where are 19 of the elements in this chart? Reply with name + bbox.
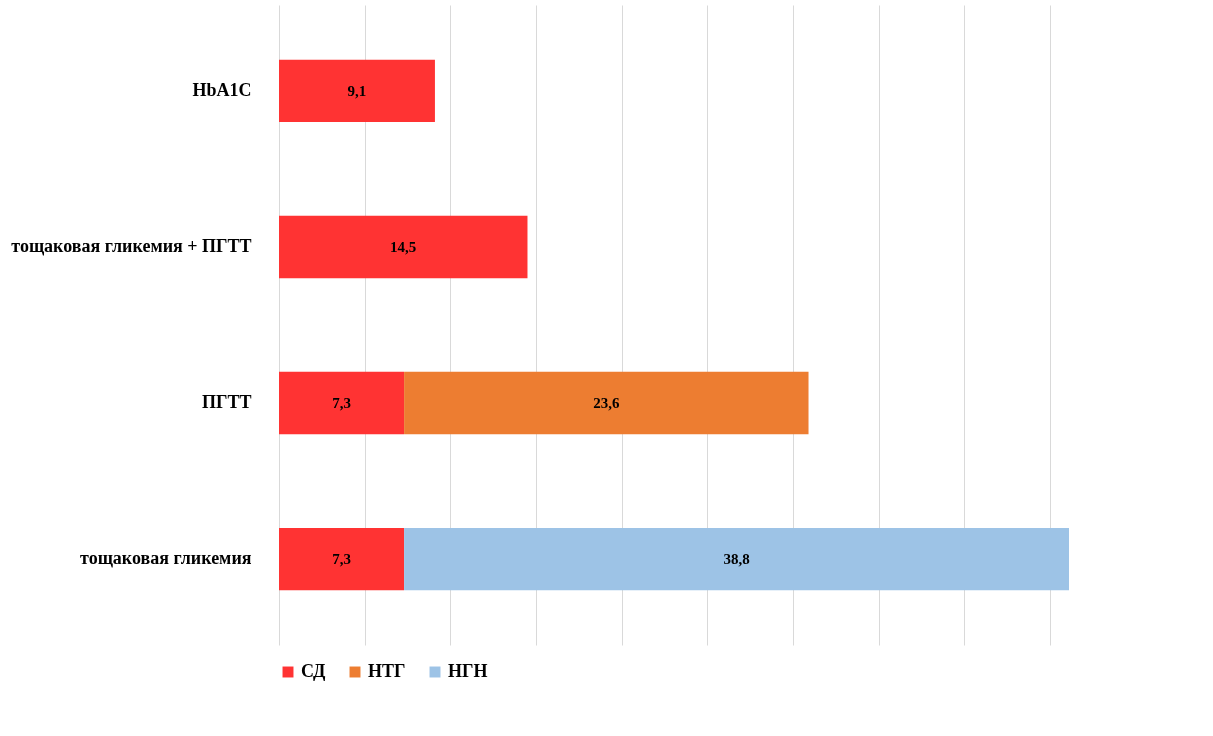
y-tick-label: ПГТТ xyxy=(202,392,252,413)
legend-label: СД xyxy=(301,661,327,681)
bar xyxy=(279,371,405,435)
bar xyxy=(404,371,809,435)
data-label: 7,3 xyxy=(332,551,351,568)
legend-label: НГН xyxy=(448,661,488,681)
bar xyxy=(279,59,435,123)
data-label: 23,6 xyxy=(593,395,620,412)
bar xyxy=(404,527,1069,591)
data-label: 7,3 xyxy=(332,395,351,412)
data-label: 9,1 xyxy=(347,82,367,99)
bar xyxy=(279,527,405,591)
y-tick-label: HbA1C xyxy=(192,79,252,100)
data-label: 38,8 xyxy=(723,551,750,568)
y-tick-label: тощаковая гликемия xyxy=(80,548,252,569)
data-label: 14,5 xyxy=(390,238,417,255)
y-tick-label: тощаковая гликемия + ПГТТ xyxy=(11,235,252,256)
bar xyxy=(279,215,528,279)
legend-label: НТГ xyxy=(368,661,406,681)
